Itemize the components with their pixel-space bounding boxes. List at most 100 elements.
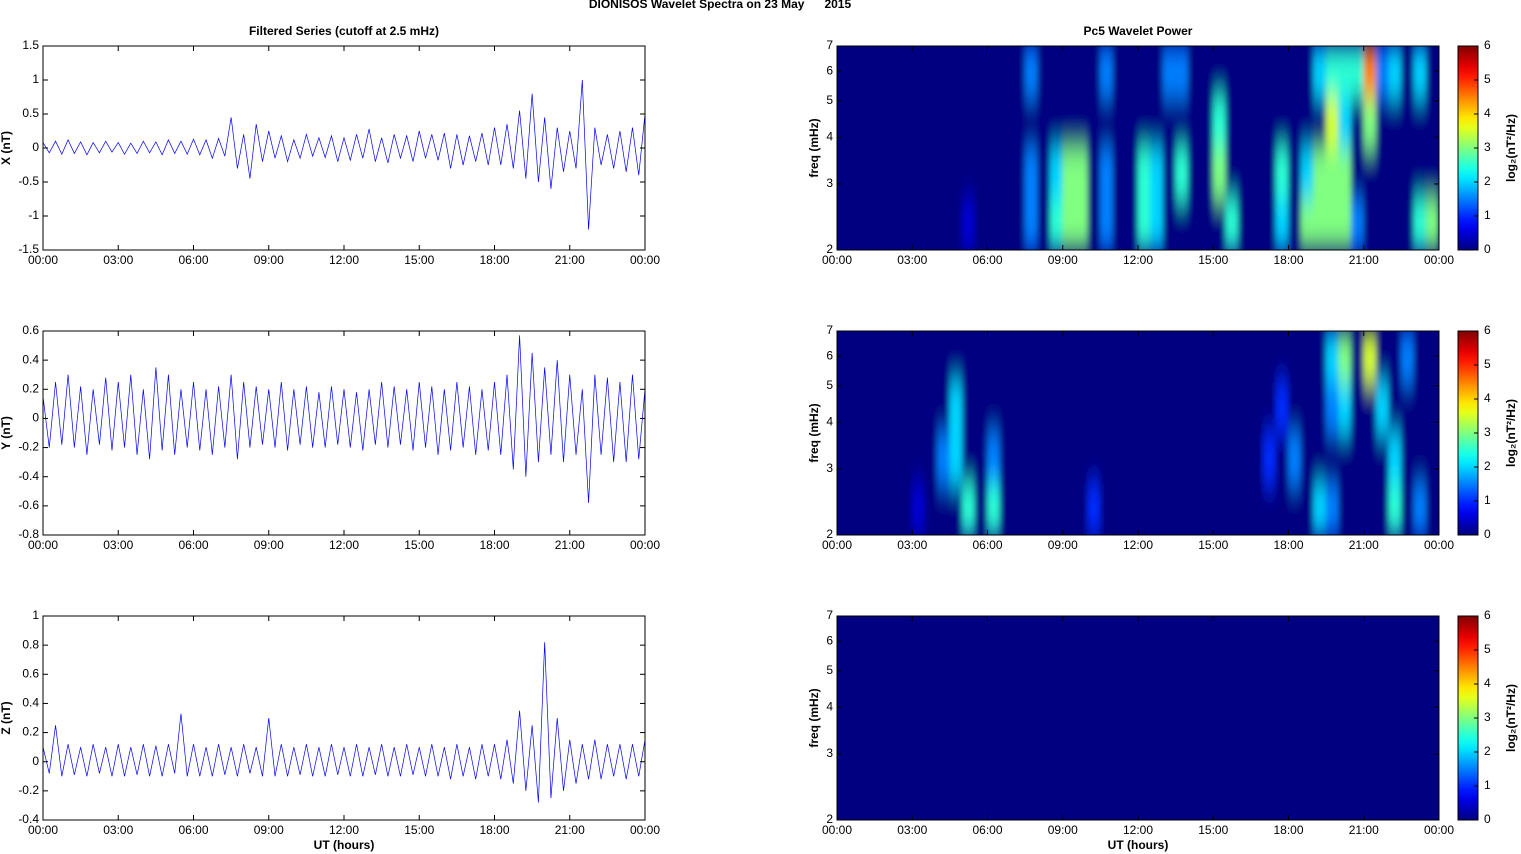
y-tick-label: 2	[826, 242, 833, 256]
heatmap-cell	[1175, 331, 1189, 383]
heatmap-cell	[1238, 147, 1252, 200]
heatmap-cell	[1150, 666, 1164, 719]
heatmap-cell	[1225, 768, 1239, 820]
plot-area	[837, 46, 1439, 250]
x-tick-label: 06:00	[972, 538, 1002, 552]
heatmap-cell	[1162, 96, 1176, 149]
heatmap-cell	[1112, 666, 1126, 719]
heatmap-cell	[1338, 666, 1352, 719]
heatmap-cell	[1024, 147, 1038, 200]
heatmap-cell	[999, 717, 1013, 770]
x-tick-label: 09:00	[1048, 538, 1078, 552]
heatmap-cell	[1325, 46, 1339, 98]
heatmap-cell	[1225, 331, 1239, 383]
heatmap-cell	[1062, 46, 1076, 98]
heatmap-cell	[1074, 432, 1089, 485]
heatmap-cell	[861, 96, 875, 149]
heatmap-cell	[1401, 96, 1415, 149]
x-tick-label: 12:00	[1123, 538, 1153, 552]
heatmap-cell	[1225, 717, 1239, 770]
colorbar-tick-label: 3	[1484, 140, 1491, 154]
heatmap-cell	[1238, 666, 1252, 719]
heatmap-cell	[1175, 432, 1189, 485]
heatmap-cell	[1250, 198, 1264, 250]
heatmap-cell	[874, 483, 888, 535]
colorbar-tick-label: 2	[1484, 174, 1491, 188]
heatmap-cell	[1363, 666, 1377, 719]
heatmap-cell	[1426, 717, 1439, 770]
heatmap-cell	[911, 331, 926, 383]
heatmap-cell	[1263, 717, 1277, 770]
heatmap-cell	[1200, 198, 1214, 250]
heatmap-cell	[1137, 483, 1151, 535]
heatmap-cell	[837, 768, 850, 820]
y-tick-label: 0.5	[22, 106, 39, 120]
heatmap-cell	[1300, 432, 1314, 485]
heatmap-cell	[1012, 768, 1026, 820]
heatmap-cell	[1212, 768, 1227, 820]
heatmap-cell	[1200, 147, 1214, 200]
heatmap-cell	[1325, 616, 1339, 668]
heatmap-cell	[1150, 616, 1164, 668]
heatmap-cell	[1313, 147, 1327, 200]
heatmap-cell	[937, 616, 951, 668]
heatmap-cell	[1300, 198, 1314, 250]
x-tick-label: 00:00	[630, 823, 660, 837]
heatmap-cell	[1112, 46, 1126, 98]
heatmap-cell	[1087, 483, 1101, 535]
heatmap-cell	[874, 198, 888, 250]
heatmap-cell	[1074, 198, 1089, 250]
heatmap-cell	[1401, 381, 1415, 434]
x-tick-label: 00:00	[822, 823, 852, 837]
heatmap-cell	[1074, 666, 1089, 719]
heatmap-cell	[999, 768, 1013, 820]
heatmap-cell	[1250, 717, 1264, 770]
heatmap-cell	[1288, 717, 1302, 770]
y-tick-label: -0.4	[18, 812, 39, 826]
heatmap-cell	[1275, 96, 1289, 149]
heatmap-cell	[1212, 666, 1227, 719]
heatmap-cell	[1401, 198, 1415, 250]
heatmap-cell	[1300, 768, 1314, 820]
heatmap-cell	[1200, 717, 1214, 770]
heatmap-cell	[1338, 432, 1352, 485]
heatmap-cell	[1413, 96, 1427, 149]
heatmap-cell	[1238, 46, 1252, 98]
y-tick-label: 2	[826, 812, 833, 826]
heatmap-cell	[1212, 147, 1227, 200]
heatmap-cell	[1049, 666, 1064, 719]
heatmap-cell	[1125, 768, 1139, 820]
heatmap-cell	[1275, 381, 1289, 434]
heatmap-cell	[924, 198, 938, 250]
heatmap-cell	[937, 46, 951, 98]
heatmap-cell	[837, 483, 850, 535]
heatmap-cell	[1087, 717, 1101, 770]
heatmap-cell	[937, 96, 951, 149]
heatmap-cell	[886, 331, 901, 383]
heatmap-cell	[849, 331, 863, 383]
colorbar-label: log₂(nT²/Hz)	[1504, 399, 1518, 467]
heatmap-cell	[1250, 46, 1264, 98]
heatmap-cell	[1225, 46, 1239, 98]
colorbar-tick-label: 6	[1484, 38, 1491, 52]
heatmap-cell	[1300, 331, 1314, 383]
colorbar-tick-label: 3	[1484, 710, 1491, 724]
heatmap-cell	[1375, 381, 1390, 434]
heatmap-cell	[1187, 432, 1202, 485]
heatmap-cell	[1375, 46, 1390, 98]
x-tick-label: 00:00	[630, 253, 660, 267]
heatmap-cell	[1363, 331, 1377, 383]
heatmap-cell	[1024, 198, 1038, 250]
heatmap-cell	[899, 768, 913, 820]
heatmap-cell	[861, 768, 875, 820]
heatmap-cell	[861, 147, 875, 200]
heatmap-cell	[1263, 331, 1277, 383]
heatmap-cell	[849, 483, 863, 535]
heatmap-cell	[1162, 768, 1176, 820]
heatmap-cell	[837, 331, 850, 383]
heatmap-cell	[886, 46, 901, 98]
heatmap-cell	[1062, 717, 1076, 770]
heatmap-cell	[849, 666, 863, 719]
heatmap-cell	[911, 198, 926, 250]
x-tick-label: 06:00	[972, 823, 1002, 837]
